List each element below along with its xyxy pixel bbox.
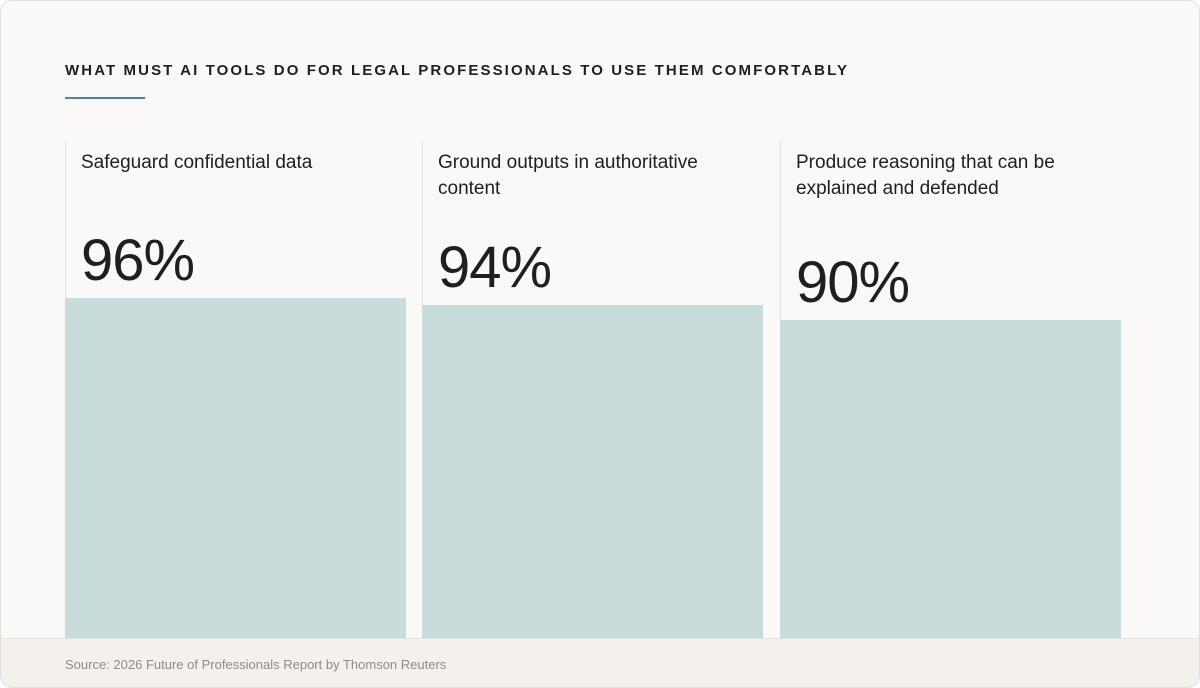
bar <box>422 305 763 638</box>
category-label: Produce reasoning that can be explained … <box>796 152 1055 199</box>
data-label: 96% <box>81 228 195 293</box>
category-label: Ground outputs in authoritative content <box>438 152 698 199</box>
title-accent-rule <box>65 97 145 99</box>
footer: Source: 2026 Future of Professionals Rep… <box>1 638 1199 687</box>
category-label: Safeguard confidential data <box>81 152 313 173</box>
bar-column: Safeguard confidential data 96% <box>65 140 406 638</box>
bar-chart: Safeguard confidential data 96% Ground out… <box>1 1 1199 638</box>
chart-title: WHAT MUST AI TOOLS DO FOR LEGAL PROFESSI… <box>65 62 850 79</box>
bar <box>780 320 1121 638</box>
bar-column: Ground outputs in authoritative content 9… <box>422 140 763 638</box>
bar <box>65 298 406 638</box>
data-label: 94% <box>438 235 552 301</box>
data-label: 90% <box>796 250 910 315</box>
bar-column: Produce reasoning that can be explained … <box>780 140 1121 638</box>
source-note: Source: 2026 Future of Professionals Rep… <box>65 657 447 672</box>
